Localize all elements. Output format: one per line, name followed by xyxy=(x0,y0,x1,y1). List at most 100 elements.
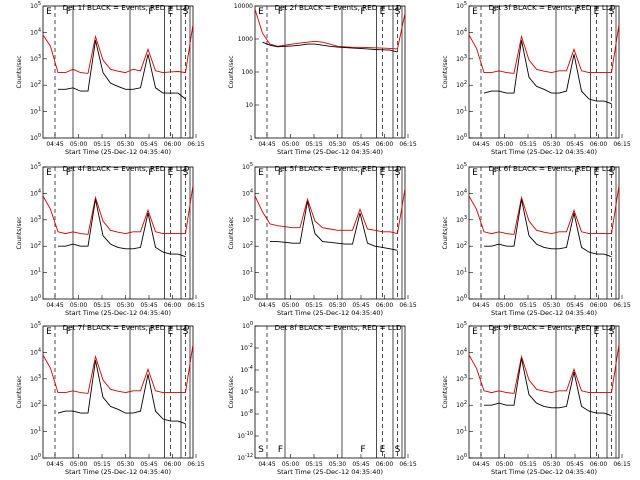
y-tick-label: 104 xyxy=(456,188,467,197)
events-series-line xyxy=(483,40,612,105)
marker-label: E xyxy=(46,168,52,178)
y-tick-label: 105 xyxy=(242,162,253,171)
x-tick-label: 05:15 xyxy=(305,461,322,468)
marker-label: F xyxy=(148,7,153,17)
y-tick-label: 105 xyxy=(30,1,41,10)
chart-panel-2: Det 2f BLACK = Events, RED = LLD 1 10 100 10… xyxy=(228,3,417,156)
x-tick-label: 06:15 xyxy=(399,302,416,309)
x-tick-label: 05:00 xyxy=(70,461,87,468)
y-tick-label: 100 xyxy=(242,294,253,303)
y-tick-label: 101 xyxy=(456,107,467,116)
y-tick-label: 105 xyxy=(30,321,41,330)
x-tick-label: 05:00 xyxy=(282,461,299,468)
y-axis-label: Counts/sec xyxy=(442,55,449,88)
x-axis-label: Start Time (25-Dec-12 04:35:40) xyxy=(491,148,597,156)
x-tick-label: 05:30 xyxy=(117,141,134,148)
y-axis-label: Counts/sec xyxy=(228,216,235,249)
plot-frame xyxy=(254,166,406,300)
y-tick-label: 100 xyxy=(30,453,41,462)
y-tick-label: 101 xyxy=(30,268,41,277)
x-tick-label: 06:00 xyxy=(590,302,607,309)
marker-label: E xyxy=(472,7,478,17)
chart-panel-3: Det 3f BLACK = Events, RED = LLD 100 101 10… xyxy=(442,1,631,156)
y-tick-label: 102 xyxy=(456,241,467,250)
x-tick-label: 06:00 xyxy=(164,461,181,468)
x-tick-label: 05:15 xyxy=(93,461,110,468)
events-series-line xyxy=(57,360,186,425)
x-tick-label: 05:00 xyxy=(496,302,513,309)
y-tick-label: 105 xyxy=(456,1,467,10)
x-tick-label: 06:00 xyxy=(164,302,181,309)
y-tick-label: 103 xyxy=(242,215,253,224)
x-tick-label: 06:15 xyxy=(187,141,204,148)
x-axis-label: Start Time (25-Dec-12 04:35:40) xyxy=(491,468,597,476)
y-tick-label: 104 xyxy=(456,27,467,36)
plot-frame xyxy=(468,166,620,300)
plot-frame xyxy=(42,325,194,459)
chart-title: Det 2f BLACK = Events, RED = LLD xyxy=(275,3,402,12)
y-tick-label: 100 xyxy=(456,453,467,462)
chart-panel-6: Det 6f BLACK = Events, RED = LLD 100 101 10… xyxy=(442,162,631,317)
marker-label: F xyxy=(66,7,71,17)
marker-label: E xyxy=(168,168,174,178)
y-tick-label: 10000 xyxy=(234,3,253,10)
chart-panel-8: Det 8f BLACK = Events, RED = LLD 10-12 10-… xyxy=(228,321,417,476)
lld-series-line xyxy=(42,344,194,394)
y-tick-label: 10-2 xyxy=(240,343,253,352)
x-tick-label: 05:00 xyxy=(282,141,299,148)
x-tick-label: 05:15 xyxy=(93,302,110,309)
y-tick-label: 105 xyxy=(456,321,467,330)
x-tick-label: 06:15 xyxy=(187,302,204,309)
y-tick-label: 101 xyxy=(456,427,467,436)
marker-label: S xyxy=(183,327,189,337)
x-tick-label: 06:00 xyxy=(164,141,181,148)
x-tick-label: 06:00 xyxy=(590,461,607,468)
y-axis-label: Counts/sec xyxy=(442,216,449,249)
plot-frame xyxy=(42,166,194,300)
marker-label: S xyxy=(183,168,189,178)
y-tick-label: 102 xyxy=(30,400,41,409)
plot-frame xyxy=(468,325,620,459)
x-tick-label: 05:30 xyxy=(329,461,346,468)
x-axis-label: Start Time (25-Dec-12 04:35:40) xyxy=(277,468,383,476)
x-tick-label: 05:45 xyxy=(566,141,583,148)
x-tick-label: 04:45 xyxy=(258,461,275,468)
y-tick-label: 10-4 xyxy=(240,365,253,374)
chart-title: Det 8f BLACK = Events, RED = LLD xyxy=(275,323,402,332)
y-axis-label: Counts/sec xyxy=(228,375,235,408)
y-tick-label: 101 xyxy=(456,268,467,277)
x-axis-label: Start Time (25-Dec-12 04:35:40) xyxy=(491,309,597,317)
y-tick-label: 105 xyxy=(456,162,467,171)
marker-label: F xyxy=(492,168,497,178)
y-tick-label: 100 xyxy=(456,294,467,303)
x-axis-label: Start Time (25-Dec-12 04:35:40) xyxy=(65,309,171,317)
x-tick-label: 04:45 xyxy=(472,141,489,148)
x-tick-label: 05:45 xyxy=(566,302,583,309)
x-axis-label: Start Time (25-Dec-12 04:35:40) xyxy=(65,148,171,156)
marker-label: F xyxy=(278,445,283,455)
x-tick-label: 05:15 xyxy=(519,461,536,468)
marker-label: F xyxy=(360,168,365,178)
chart-title: Det 7f BLACK = Events, RED = LLD xyxy=(63,323,190,332)
marker-label: E xyxy=(168,7,174,17)
chart-title: Det 5f BLACK = Events, RED = LLD xyxy=(275,164,402,173)
chart-panel-5: Det 5f BLACK = Events, RED = LLD 100 101 10… xyxy=(228,162,417,317)
chart-title: Det 1f BLACK = Events, RED = LLD xyxy=(63,3,190,12)
y-tick-label: 10 xyxy=(245,102,253,109)
marker-label: E xyxy=(472,327,478,337)
y-tick-label: 10-12 xyxy=(237,453,253,462)
y-tick-label: 1 xyxy=(249,135,253,142)
marker-label: E xyxy=(258,7,264,17)
y-tick-label: 103 xyxy=(456,374,467,383)
x-tick-label: 06:00 xyxy=(376,302,393,309)
y-axis-label: Counts/sec xyxy=(442,375,449,408)
marker-label: S xyxy=(609,7,615,17)
marker-label: S xyxy=(609,168,615,178)
y-tick-label: 101 xyxy=(30,107,41,116)
marker-label: E xyxy=(380,7,386,17)
events-series-line xyxy=(270,201,398,251)
x-tick-label: 05:00 xyxy=(496,461,513,468)
y-tick-label: 104 xyxy=(456,347,467,356)
marker-label: S xyxy=(183,7,189,17)
